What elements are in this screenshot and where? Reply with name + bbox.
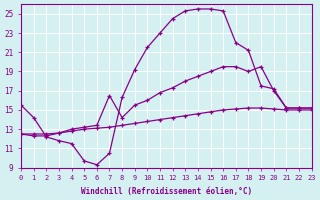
- X-axis label: Windchill (Refroidissement éolien,°C): Windchill (Refroidissement éolien,°C): [81, 187, 252, 196]
